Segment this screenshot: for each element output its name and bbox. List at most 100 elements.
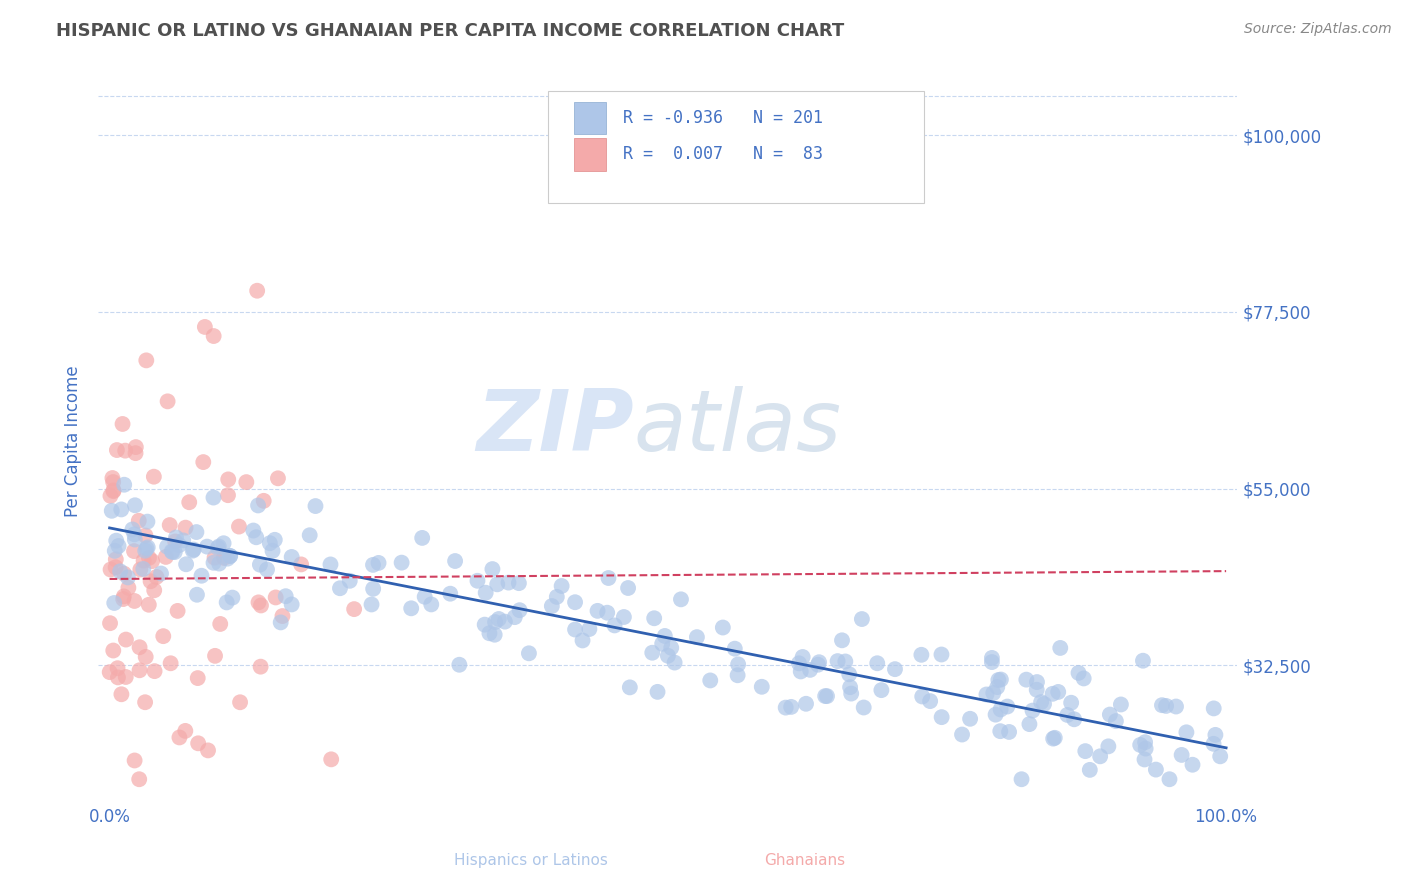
Point xyxy=(481,562,503,576)
Point xyxy=(280,598,302,612)
Point xyxy=(187,736,209,750)
Point xyxy=(329,581,352,595)
Point xyxy=(474,585,496,599)
Point xyxy=(367,556,389,570)
Point xyxy=(219,549,242,563)
Point xyxy=(484,628,506,642)
Point xyxy=(242,524,264,538)
Text: ZIP: ZIP xyxy=(477,385,634,468)
Point xyxy=(884,662,907,676)
Point xyxy=(202,491,225,505)
Point xyxy=(980,651,1002,665)
Point xyxy=(112,477,135,491)
Point xyxy=(474,617,496,632)
Point xyxy=(156,394,179,409)
Point xyxy=(839,680,862,694)
Point xyxy=(686,630,709,644)
Point xyxy=(110,502,132,516)
Point xyxy=(229,695,252,709)
Text: R = -0.936   N = 201: R = -0.936 N = 201 xyxy=(623,109,824,128)
Point xyxy=(159,518,181,533)
Point xyxy=(280,549,302,564)
Point xyxy=(508,576,530,591)
FancyBboxPatch shape xyxy=(548,91,924,203)
Point xyxy=(105,533,128,548)
Point xyxy=(987,673,1010,687)
Point xyxy=(339,574,361,588)
Point xyxy=(202,329,225,343)
Point xyxy=(219,549,242,563)
Point xyxy=(1063,712,1085,726)
Point xyxy=(100,489,122,503)
Point xyxy=(411,531,433,545)
Point xyxy=(197,743,219,757)
Point xyxy=(298,528,321,542)
Point xyxy=(603,618,626,632)
Point xyxy=(187,671,209,685)
Point xyxy=(165,531,187,545)
Point xyxy=(619,681,641,695)
Point xyxy=(107,539,129,553)
Point xyxy=(990,673,1012,687)
Point xyxy=(478,626,501,640)
Point xyxy=(910,648,932,662)
Point xyxy=(121,523,143,537)
Point xyxy=(190,568,212,582)
Point xyxy=(1159,772,1181,787)
Point xyxy=(814,689,837,703)
Point xyxy=(1105,714,1128,728)
Point xyxy=(160,544,183,558)
Point xyxy=(117,581,139,595)
Point xyxy=(815,689,838,703)
Point xyxy=(1135,741,1157,756)
Point xyxy=(262,544,284,558)
Point xyxy=(1033,697,1056,711)
Point xyxy=(1042,731,1064,746)
Point xyxy=(420,598,443,612)
Point xyxy=(1202,737,1225,751)
Point xyxy=(100,504,122,518)
Point xyxy=(799,663,821,677)
Point xyxy=(124,498,146,512)
Point xyxy=(1018,717,1040,731)
Point xyxy=(304,499,326,513)
Point xyxy=(1098,707,1121,722)
Point xyxy=(142,469,165,483)
Point xyxy=(484,615,506,629)
Point xyxy=(143,664,166,678)
Point xyxy=(571,633,593,648)
Point xyxy=(1129,738,1152,752)
Text: Ghanaians: Ghanaians xyxy=(763,854,845,869)
Point xyxy=(1015,673,1038,687)
Point xyxy=(981,686,1004,700)
Point xyxy=(249,659,271,673)
Point xyxy=(578,622,600,636)
Point xyxy=(124,754,146,768)
Point xyxy=(181,543,204,558)
Point xyxy=(217,472,239,486)
Point xyxy=(664,656,686,670)
Point xyxy=(1047,685,1070,699)
Point xyxy=(221,591,243,605)
Point xyxy=(1029,695,1052,709)
Point xyxy=(104,552,127,566)
Point xyxy=(657,648,679,663)
Point xyxy=(980,655,1002,669)
Point xyxy=(494,615,516,629)
Point xyxy=(186,588,208,602)
Point xyxy=(586,604,609,618)
Point xyxy=(794,697,817,711)
Point xyxy=(1011,772,1033,787)
Point xyxy=(271,609,294,624)
Point xyxy=(1021,704,1043,718)
Point xyxy=(152,629,174,643)
Point xyxy=(727,668,749,682)
Point xyxy=(249,558,271,572)
Y-axis label: Per Capita Income: Per Capita Income xyxy=(65,366,83,517)
Point xyxy=(167,538,190,552)
Point xyxy=(503,610,526,624)
Point xyxy=(1175,725,1198,739)
Point xyxy=(596,606,619,620)
Point xyxy=(174,521,197,535)
Point xyxy=(290,558,312,572)
